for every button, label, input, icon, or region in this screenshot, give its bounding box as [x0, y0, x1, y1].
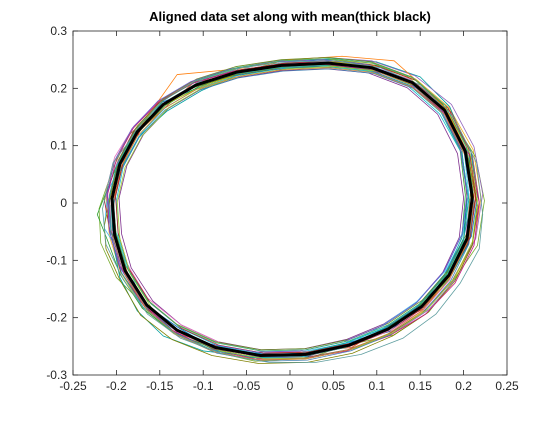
y-tick-label: -0.2 [46, 311, 67, 325]
axes-layer: -0.25 -0.2 -0.15 -0.1 -0.05 0 0.05 0.1 0.15 0.2 0.… [46, 24, 519, 393]
x-tick-label: 0.25 [495, 379, 519, 393]
y-tick-label: -0.1 [46, 253, 67, 267]
x-tick-label: -0.15 [146, 379, 174, 393]
chart-title: Aligned data set along with mean(thick b… [149, 9, 431, 24]
mean-layer [110, 61, 474, 358]
axes-background [73, 31, 507, 375]
x-tick-label: -0.05 [233, 379, 261, 393]
y-tick-label: 0.2 [50, 81, 67, 95]
series-line-26 [106, 59, 468, 353]
x-tick-label: 0.2 [455, 379, 472, 393]
x-tick-label: 0.05 [322, 379, 346, 393]
mean-line [110, 61, 474, 358]
x-tick-label: 0.15 [409, 379, 433, 393]
y-tick-label: -0.3 [46, 368, 67, 382]
x-tick-label: -0.2 [106, 379, 127, 393]
series-line-25 [116, 66, 478, 360]
x-tick-label: -0.25 [59, 379, 87, 393]
y-tick-label: 0.1 [50, 139, 67, 153]
y-tick-label: 0.3 [50, 24, 67, 38]
y-tick-label: 0 [60, 196, 67, 210]
x-tick-label: 0.1 [368, 379, 385, 393]
x-tick-label: 0 [287, 379, 294, 393]
x-tick-label: -0.1 [193, 379, 214, 393]
